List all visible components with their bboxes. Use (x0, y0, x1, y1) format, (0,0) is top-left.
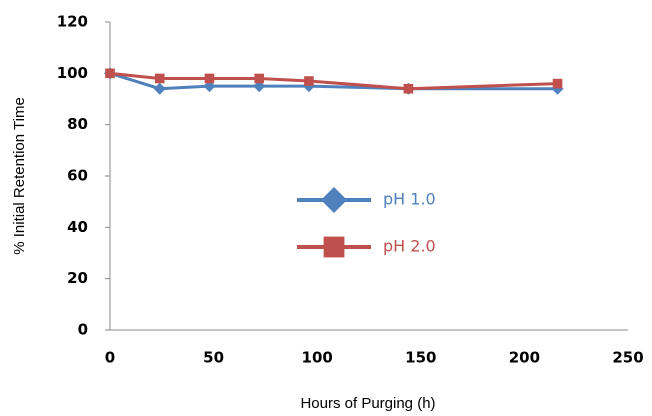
data-point (403, 83, 414, 94)
data-point (154, 73, 165, 84)
x-tick-label: 0 (105, 349, 115, 367)
legend-marker (321, 187, 347, 213)
y-tick-label: 80 (67, 115, 88, 133)
data-point (153, 82, 166, 95)
y-tick-label: 0 (78, 321, 88, 339)
legend-label: pH 2.0 (383, 237, 436, 256)
x-tick-label: 200 (509, 349, 540, 367)
x-tick-label: 250 (612, 349, 643, 367)
y-tick-label: 40 (67, 218, 88, 236)
data-point (105, 68, 115, 79)
y-tick-label: 20 (67, 269, 88, 287)
legend-label: pH 1.0 (383, 190, 436, 209)
data-point (204, 73, 215, 84)
data-point (552, 78, 563, 89)
data-point (304, 76, 314, 86)
y-tick-label: 60 (67, 167, 88, 185)
y-tick-label: 120 (57, 13, 88, 31)
y-tick-label: 100 (57, 64, 88, 82)
x-axis-title: Hours of Purging (h) (300, 395, 435, 412)
data-point (254, 73, 264, 84)
x-tick-label: 50 (203, 349, 224, 367)
x-tick-label: 150 (405, 349, 436, 367)
legend-marker (323, 236, 345, 258)
x-tick-label: 100 (302, 349, 333, 367)
y-axis-title: % Initial Retention Time (11, 97, 28, 255)
